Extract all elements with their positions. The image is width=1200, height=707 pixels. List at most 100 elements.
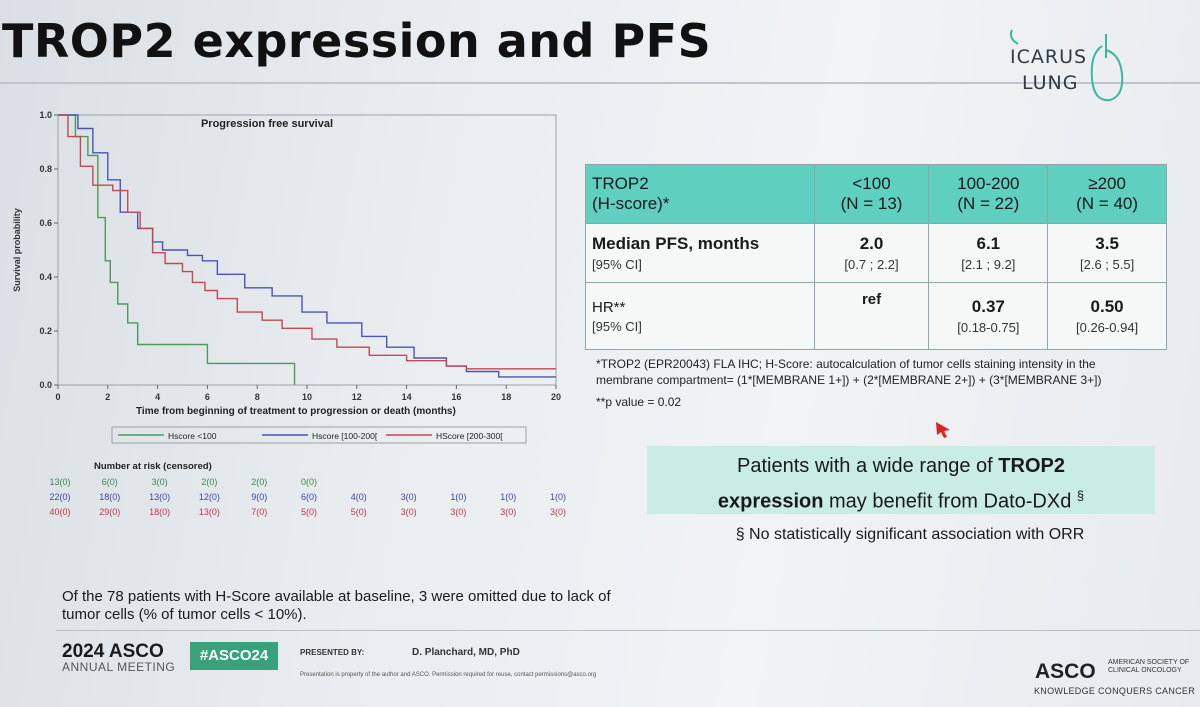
table-header-row: TROP2 (H-score)* <100 (N = 13) 100-200 (… bbox=[585, 164, 1167, 224]
risk-cell: 2(0) bbox=[251, 477, 267, 487]
lung-icon bbox=[1009, 29, 1124, 102]
header-label: 100-200 bbox=[957, 174, 1020, 193]
risk-cell: 9(0) bbox=[251, 492, 267, 502]
table-row: Median PFS, months [95% CI] 2.0 [0.7 ; 2… bbox=[585, 223, 1167, 283]
presenter-name: D. Planchard, MD, PhD bbox=[412, 647, 520, 658]
header-cell-trop2: TROP2 (H-score)* bbox=[585, 164, 815, 224]
x-tick-label: 20 bbox=[551, 392, 561, 402]
table-cell: 0.37 [0.18-0.75] bbox=[928, 282, 1049, 350]
bottom-note: Of the 78 patients with H-Score availabl… bbox=[62, 588, 611, 623]
pfs-chart: 0.0 0.2 0.4 0.6 0.8 1.0 0 2 4 6 8 10 12 14 16 18 20 Progr… bbox=[0, 95, 582, 551]
table-cell: 2.0 [0.7 ; 2.2] bbox=[813, 223, 930, 283]
risk-cell: 7(0) bbox=[251, 507, 267, 517]
x-tick-label: 6 bbox=[205, 392, 210, 402]
risk-cell: 4(0) bbox=[351, 492, 367, 502]
y-axis-label: Survival probability bbox=[12, 208, 22, 292]
footer-divider bbox=[56, 630, 1200, 631]
risk-cell: 1(0) bbox=[450, 492, 466, 502]
presented-by-label: PRESENTED BY: bbox=[300, 648, 365, 657]
x-tick-label: 4 bbox=[155, 392, 160, 402]
x-tick-label: 8 bbox=[255, 392, 260, 402]
risk-cell: 22(0) bbox=[49, 492, 70, 502]
callout-bold: expression bbox=[717, 490, 824, 513]
x-tick-label: 12 bbox=[352, 392, 362, 402]
header-label: <100 bbox=[852, 174, 891, 193]
callout-text: may benefit from Dato-DXd bbox=[823, 490, 1072, 513]
risk-cell: 1(0) bbox=[550, 492, 566, 502]
slide-title: TROP2 expression and PFS bbox=[2, 14, 712, 68]
table-footnotes: *TROP2 (EPR20043) FLA IHC; H-Score: auto… bbox=[596, 356, 1156, 410]
header-sublabel: (H-score)* bbox=[592, 194, 670, 213]
x-tick-label: 18 bbox=[501, 392, 511, 402]
y-tick-label: 0.6 bbox=[39, 218, 52, 228]
header-cell-100-200: 100-200 (N = 22) bbox=[928, 164, 1049, 224]
cell-value: ref bbox=[861, 291, 882, 308]
risk-cell: 0(0) bbox=[301, 477, 317, 487]
footnote-pvalue: **p value = 0.02 bbox=[596, 395, 682, 409]
legend-entry: HScore [200-300[ bbox=[436, 431, 503, 441]
risk-table-title: Number at risk (censored) bbox=[94, 461, 212, 472]
laser-pointer bbox=[934, 420, 954, 445]
key-message-callout: Patients with a wide range of TROP2 expr… bbox=[647, 446, 1155, 514]
hashtag-badge: #ASCO24 bbox=[190, 642, 278, 670]
row-label: Median PFS, months bbox=[592, 234, 760, 253]
risk-cell: 3(0) bbox=[152, 477, 168, 487]
cell-value: 6.1 bbox=[976, 234, 1001, 253]
logo-word-icarus: ICARUS bbox=[1010, 46, 1088, 68]
row-label-hr: HR** [95% CI] bbox=[585, 282, 815, 350]
y-tick-label: 0.8 bbox=[39, 164, 52, 174]
km-curve-1 bbox=[58, 114, 556, 378]
risk-cell: 18(0) bbox=[149, 507, 170, 517]
callout-footnote-mark: § bbox=[1076, 488, 1085, 503]
risk-cell: 6(0) bbox=[301, 492, 317, 502]
x-tick-label: 2 bbox=[105, 392, 110, 402]
cell-ci: [2.1 ; 9.2] bbox=[961, 257, 1016, 272]
risk-cell: 18(0) bbox=[99, 492, 120, 502]
asco-logo: ASCO bbox=[1035, 660, 1096, 683]
cell-value: 3.5 bbox=[1095, 234, 1119, 253]
header-sublabel: (N = 22) bbox=[957, 194, 1020, 213]
title-divider bbox=[0, 82, 1200, 84]
risk-cell: 6(0) bbox=[102, 477, 118, 487]
header-cell-ge200: ≥200 (N = 40) bbox=[1047, 164, 1167, 224]
footnote-hscore: *TROP2 (EPR20043) FLA IHC; H-Score: auto… bbox=[596, 357, 1102, 387]
risk-cell: 1(0) bbox=[500, 492, 516, 502]
x-tick-label: 0 bbox=[55, 392, 60, 402]
risk-cell: 5(0) bbox=[301, 507, 317, 517]
cell-value: 0.50 bbox=[1090, 297, 1124, 316]
y-tick-label: 0.4 bbox=[39, 272, 52, 282]
pointer-arrow-icon bbox=[936, 422, 950, 438]
cell-value: 0.37 bbox=[971, 297, 1005, 316]
risk-cell: 3(0) bbox=[401, 492, 417, 502]
cell-ci: [0.18-0.75] bbox=[957, 320, 1020, 335]
callout-text: Patients with a wide range of bbox=[737, 455, 999, 477]
risk-cell: 2(0) bbox=[201, 477, 217, 487]
results-table: TROP2 (H-score)* <100 (N = 13) 100-200 (… bbox=[585, 164, 1167, 350]
x-axis-label: Time from beginning of treatment to prog… bbox=[136, 406, 456, 417]
risk-cell: 29(0) bbox=[99, 507, 120, 517]
footer-legal: Presentation is property of the author a… bbox=[300, 672, 597, 678]
plot-frame bbox=[57, 114, 557, 386]
table-cell: 6.1 [2.1 ; 9.2] bbox=[928, 223, 1049, 283]
x-tick-label: 16 bbox=[451, 392, 461, 402]
y-tick-label: 0.0 bbox=[39, 380, 52, 390]
header-label: ≥200 bbox=[1088, 174, 1126, 193]
asco-tagline: KNOWLEDGE CONQUERS CANCER bbox=[1034, 686, 1196, 696]
asco-fullname: AMERICAN SOCIETY OF CLINICAL ONCOLOGY bbox=[1108, 659, 1190, 674]
risk-cell: 13(0) bbox=[49, 477, 70, 487]
cell-value: 2.0 bbox=[859, 234, 884, 253]
legend-entry: Hscore <100 bbox=[168, 431, 217, 441]
x-tick-label: 10 bbox=[302, 392, 312, 402]
meeting-name: ANNUAL MEETING bbox=[62, 660, 176, 674]
km-plot: 0.0 0.2 0.4 0.6 0.8 1.0 0 2 4 6 8 10 12 14 16 18 20 Progr… bbox=[12, 110, 566, 517]
icarus-lung-logo: ICARUS LUNG bbox=[1002, 24, 1132, 104]
table-cell: 3.5 [2.6 ; 5.5] bbox=[1047, 223, 1167, 283]
x-tick-label: 14 bbox=[402, 392, 412, 402]
risk-cell: 13(0) bbox=[199, 507, 220, 517]
risk-cell: 3(0) bbox=[401, 507, 417, 517]
table-cell: 0.50 [0.26-0.94] bbox=[1047, 282, 1167, 350]
meeting-year: 2024 ASCO bbox=[62, 641, 164, 662]
row-sublabel: [95% CI] bbox=[592, 257, 642, 272]
cell-ci: [0.7 ; 2.2] bbox=[844, 257, 899, 272]
cell-ci: [2.6 ; 5.5] bbox=[1079, 257, 1135, 272]
